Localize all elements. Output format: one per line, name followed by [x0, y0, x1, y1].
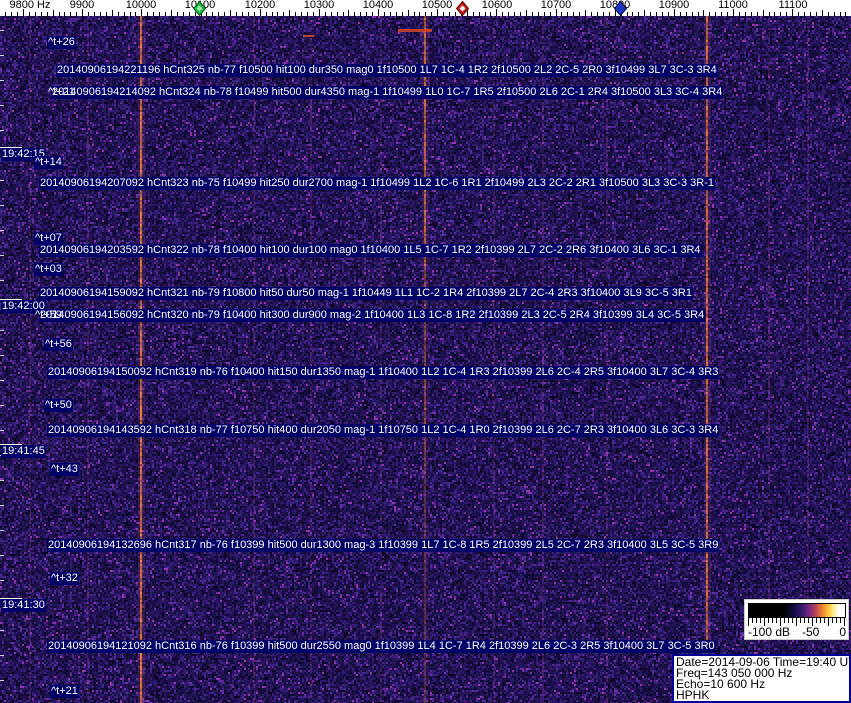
db-color-scale: -100 dB -50 0	[744, 599, 849, 640]
time-edge-tick	[0, 555, 4, 556]
time-edge-tick	[0, 105, 4, 106]
time-tick-line	[0, 147, 22, 148]
time-edge-tick	[0, 530, 4, 531]
time-tick-line	[0, 444, 22, 445]
echo-time-marker: ^t+03	[34, 263, 63, 276]
freq-axis-label: 10700	[540, 0, 572, 11]
echo-detection-log-line: 20140906194156092 hCnt320 nb-79 f10400 h…	[39, 309, 706, 322]
freq-axis-label: 10500	[421, 0, 453, 11]
time-axis-label: 19:41:30	[1, 599, 46, 612]
echo-time-marker: ^t+14	[34, 156, 63, 169]
info-station-id: HPHK	[676, 688, 710, 702]
time-axis-label: 19:42:00	[1, 300, 46, 313]
db-label-min: -100 dB	[748, 625, 791, 639]
blue-frequency-marker[interactable]	[613, 0, 628, 17]
waterfall-display: 19:42:15 19:42:00 19:41:45 19:41:30 ^t+26 ^t…	[0, 16, 851, 703]
time-edge-tick	[0, 330, 4, 331]
time-tick-line	[0, 299, 22, 300]
freq-axis-label: 10400	[362, 0, 394, 11]
info-frequency: Freq=143 050 000 Hz	[676, 666, 793, 680]
echo-time-marker: ^t+59	[35, 309, 62, 321]
time-edge-tick	[0, 580, 4, 581]
db-ruler-ticks	[748, 617, 845, 626]
echo-time-marker: ^t+21	[50, 685, 79, 698]
time-edge-tick	[0, 130, 4, 131]
time-axis-label: 19:41:45	[1, 445, 46, 458]
time-edge-tick	[0, 255, 4, 256]
echo-detection-log-line: 20140906194159092 hCnt321 nb-79 f10800 h…	[39, 287, 693, 300]
freq-axis-label: 10300	[303, 0, 335, 11]
echo-time-marker: ^t+50	[44, 399, 73, 412]
info-echo: Echo=10 600 Hz	[676, 677, 766, 691]
time-edge-tick	[0, 405, 4, 406]
freq-axis-label: 10800	[599, 0, 631, 11]
echo-detection-log-line: 20140906194143592 hCnt318 nb-77 f10750 h…	[47, 424, 720, 437]
time-edge-tick	[0, 205, 4, 206]
db-label-max: 0	[839, 625, 846, 639]
time-edge-tick	[0, 55, 4, 56]
time-edge-tick	[0, 505, 4, 506]
echo-time-marker: ^t+56	[44, 338, 73, 351]
time-edge-tick	[0, 480, 4, 481]
echo-time-marker: ^t+43	[50, 463, 79, 476]
freq-axis-label: 10200	[244, 0, 276, 11]
time-edge-tick	[0, 280, 4, 281]
freq-axis-label: 11000	[718, 0, 748, 11]
echo-detection-log-line: 20140906194150092 hCnt319 nb-76 f10400 h…	[47, 366, 720, 379]
time-edge-tick	[0, 680, 4, 681]
red-frequency-marker[interactable]	[455, 0, 470, 17]
echo-time-marker: ^t+07	[34, 232, 63, 245]
echo-time-marker: ^t+32	[50, 572, 79, 585]
time-edge-tick	[0, 180, 4, 181]
frequency-axis: 9800 Hz990010000101001020010300104001050…	[0, 0, 851, 17]
time-edge-tick	[0, 230, 4, 231]
time-edge-tick	[0, 80, 4, 81]
time-edge-tick	[0, 630, 4, 631]
echo-time-marker: ^t+21	[48, 86, 75, 98]
db-scale-labels: -100 dB -50 0	[745, 626, 850, 640]
frequency-ruler-ticks	[5, 9, 846, 16]
time-edge-tick	[0, 430, 4, 431]
time-tick-line	[0, 598, 22, 599]
freq-axis-label: 9900	[69, 0, 95, 11]
freq-axis-label: 9800 Hz	[9, 0, 51, 11]
color-gradient-bar	[748, 603, 846, 618]
green-frequency-marker[interactable]	[192, 0, 207, 17]
freq-axis-label: 11100	[778, 0, 808, 11]
freq-axis-label: 10000	[125, 0, 157, 11]
echo-detection-log-line: 20140906194207092 hCnt323 nb-75 f10499 h…	[39, 177, 715, 190]
echo-detection-log-line: 20140906194221196 hCnt325 nb-77 f10500 h…	[56, 64, 718, 77]
time-edge-tick	[0, 355, 4, 356]
echo-detection-log-line: 20140906194121092 hCnt316 nb-76 f10399 h…	[47, 640, 716, 653]
echo-detection-log-line: 20140906194214092 hCnt324 nb-78 f10499 h…	[51, 86, 724, 99]
db-label-mid: -50	[802, 625, 820, 639]
echo-time-marker: ^t+26	[47, 36, 76, 49]
echo-detection-log-line: 20140906194203592 hCnt322 nb-78 f10400 h…	[39, 244, 702, 257]
freq-axis-label: 10600	[481, 0, 513, 11]
spectrogram-canvas	[0, 16, 851, 703]
freq-axis-label: 10900	[658, 0, 690, 11]
time-edge-tick	[0, 30, 4, 31]
time-edge-tick	[0, 655, 4, 656]
echo-detection-log-line: 20140906194132696 hCnt317 nb-76 f10399 h…	[47, 539, 720, 552]
info-date-time: Date=2014-09-06 Time=19:40 UTC	[676, 655, 851, 669]
status-info-box: Date=2014-09-06 Time=19:40 UTC Freq=143 …	[672, 654, 851, 703]
time-edge-tick	[0, 380, 4, 381]
